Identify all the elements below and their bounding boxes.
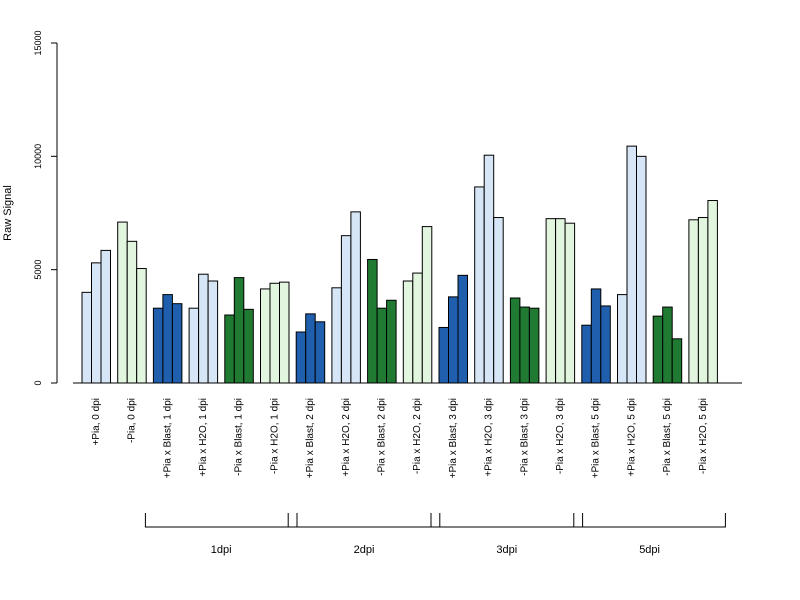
bar xyxy=(224,314,235,384)
bar xyxy=(457,274,468,384)
bar xyxy=(260,288,271,384)
bar xyxy=(519,306,530,384)
bar xyxy=(581,324,592,384)
x-tick-label: -Pia x Blast, 1 dpi xyxy=(234,398,245,476)
bars xyxy=(81,145,718,384)
bar xyxy=(688,219,699,384)
bar xyxy=(233,277,245,384)
y-tick-label: 10000 xyxy=(33,144,43,169)
x-tick-label: -Pia x Blast, 3 dpi xyxy=(519,398,530,476)
timepoint-brackets: 1dpi 2dpi 3dpi 5dpi xyxy=(144,513,726,556)
bar xyxy=(412,272,423,384)
y-axis-label: Raw Signal xyxy=(2,185,14,241)
bar xyxy=(350,211,361,384)
bar xyxy=(367,258,378,384)
bar xyxy=(279,281,290,384)
bar xyxy=(207,280,219,384)
y-axis: 0 5000 10000 15000 xyxy=(33,30,58,386)
bar xyxy=(126,240,138,384)
bar xyxy=(162,294,173,384)
x-tick-label: -Pia x H2O, 2 dpi xyxy=(412,398,423,474)
timepoint-bracket xyxy=(144,513,298,528)
x-tick-label: -Pia x Blast, 2 dpi xyxy=(376,398,387,476)
x-tick-label: -Pia x H2O, 5 dpi xyxy=(698,398,709,474)
bar xyxy=(198,273,209,384)
y-tick-label: 0 xyxy=(33,380,43,385)
bar xyxy=(331,287,342,384)
x-tick-label: +Pia x Blast, 1 dpi xyxy=(162,398,173,478)
bar xyxy=(590,288,602,384)
x-tick-label: +Pia x H2O, 3 dpi xyxy=(484,398,495,477)
bar xyxy=(136,268,147,384)
bar xyxy=(545,218,557,384)
timepoint-bracket xyxy=(573,513,726,528)
timepoint-bracket xyxy=(287,513,441,528)
x-tick-label: -Pia x H2O, 1 dpi xyxy=(269,398,280,474)
x-tick-label: +Pia x H2O, 5 dpi xyxy=(626,398,637,477)
x-tick-label: -Pia x H2O, 3 dpi xyxy=(555,398,566,474)
bar xyxy=(305,313,316,384)
bar xyxy=(295,331,307,384)
bar xyxy=(555,218,566,384)
bar xyxy=(100,249,111,384)
bar xyxy=(617,294,628,384)
x-tick-label: +Pia x Blast, 5 dpi xyxy=(591,398,602,478)
x-tick-label: +Pia x Blast, 3 dpi xyxy=(448,398,459,478)
bar xyxy=(171,303,183,384)
bar xyxy=(188,307,200,384)
timepoint-label: 2dpi xyxy=(354,544,375,556)
bar xyxy=(448,296,459,384)
x-tick-label: +Pia x Blast, 2 dpi xyxy=(305,398,316,478)
bar xyxy=(474,186,485,384)
bar xyxy=(626,145,637,384)
y-tick-label: 15000 xyxy=(33,30,43,55)
bar xyxy=(152,307,164,384)
x-tick-labels: +Pia, 0 dpi -Pia, 0 dpi +Pia x Blast, 1 dp… xyxy=(91,398,709,478)
bar xyxy=(671,338,683,384)
bar xyxy=(636,155,647,384)
bar xyxy=(438,326,449,384)
bar xyxy=(81,291,92,384)
timepoint-label: 1dpi xyxy=(211,544,232,556)
bar xyxy=(340,235,352,384)
bar xyxy=(386,299,397,384)
bar xyxy=(600,305,611,384)
bar xyxy=(509,297,521,384)
bar xyxy=(402,280,414,384)
timepoint-bracket xyxy=(430,513,584,528)
bar xyxy=(528,307,540,384)
bar xyxy=(243,308,254,384)
bar xyxy=(91,262,102,384)
bar xyxy=(564,222,576,384)
bar xyxy=(662,306,673,384)
bar xyxy=(697,217,709,384)
bar xyxy=(483,154,495,384)
bar xyxy=(421,226,433,384)
x-tick-label: +Pia, 0 dpi xyxy=(91,398,102,446)
timepoint-label: 5dpi xyxy=(639,544,660,556)
y-tick-label: 5000 xyxy=(33,260,43,280)
x-tick-label: +Pia x H2O, 2 dpi xyxy=(341,398,352,477)
bar xyxy=(269,282,280,384)
bar xyxy=(314,321,326,384)
x-tick-label: +Pia x H2O, 1 dpi xyxy=(198,398,209,477)
bar xyxy=(493,217,504,384)
bar xyxy=(707,200,718,384)
x-tick-label: -Pia, 0 dpi xyxy=(127,398,138,443)
bar xyxy=(117,221,128,384)
x-tick-label: -Pia x Blast, 5 dpi xyxy=(662,398,673,476)
bar xyxy=(376,307,388,384)
bar xyxy=(652,315,664,384)
timepoint-label: 3dpi xyxy=(496,544,517,556)
